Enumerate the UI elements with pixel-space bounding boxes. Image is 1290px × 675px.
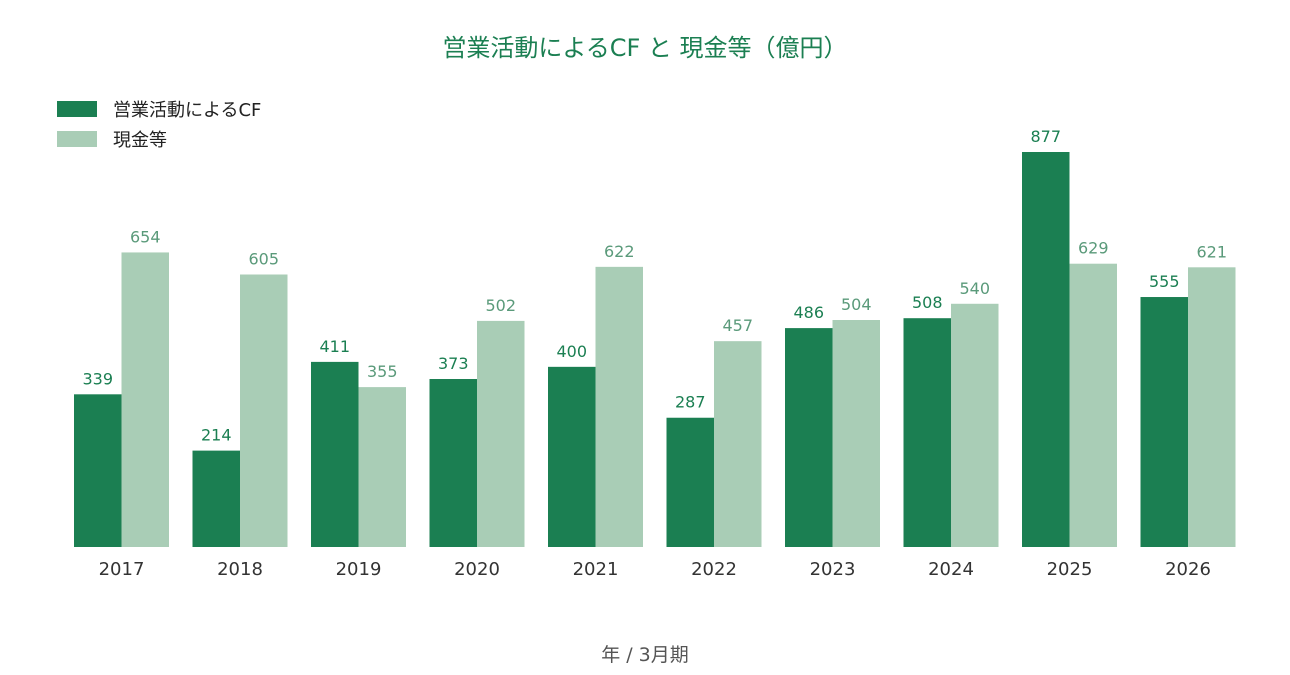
data-label-operating-cf-2024: 508 <box>912 293 943 312</box>
data-label-cash-2018: 605 <box>248 250 279 269</box>
legend-swatch-cash <box>57 131 97 147</box>
bar-operating-cf-2023 <box>785 328 833 547</box>
data-label-operating-cf-2023: 486 <box>793 303 824 322</box>
bar-operating-cf-2022 <box>666 417 714 547</box>
x-tick-label-2019: 2019 <box>336 559 382 580</box>
bar-cash-2024 <box>951 303 999 547</box>
data-label-cash-2017: 654 <box>130 227 161 246</box>
bar-cash-2018 <box>240 274 288 547</box>
legend-label-cash: 現金等 <box>113 130 167 151</box>
bar-cash-2025 <box>1069 263 1117 547</box>
bar-cash-2017 <box>121 252 169 547</box>
x-tick-label-2018: 2018 <box>217 559 263 580</box>
x-tick-label-2020: 2020 <box>454 559 500 580</box>
x-axis-label: 年 / 3月期 <box>601 644 689 666</box>
legend-item-operating-cf: 営業活動によるCF <box>57 94 261 124</box>
data-label-cash-2019: 355 <box>367 362 398 381</box>
data-label-operating-cf-2017: 339 <box>82 369 113 388</box>
bar-cash-2022 <box>714 341 762 547</box>
data-label-operating-cf-2026: 555 <box>1149 272 1180 291</box>
x-tick-label-2023: 2023 <box>810 559 856 580</box>
x-tick-label-2025: 2025 <box>1047 559 1093 580</box>
bar-operating-cf-2026 <box>1140 297 1188 547</box>
bar-operating-cf-2020 <box>429 379 477 547</box>
data-label-cash-2026: 621 <box>1196 242 1227 261</box>
bar-cash-2026 <box>1188 267 1236 547</box>
bar-operating-cf-2021 <box>548 366 596 547</box>
data-label-operating-cf-2022: 287 <box>675 393 706 412</box>
x-tick-label-2017: 2017 <box>99 559 145 580</box>
legend-label-operating-cf: 営業活動によるCF <box>113 100 262 121</box>
data-label-cash-2024: 540 <box>959 279 990 298</box>
bar-operating-cf-2024 <box>903 318 951 547</box>
data-label-operating-cf-2019: 411 <box>319 337 350 356</box>
bar-cash-2021 <box>595 266 643 547</box>
x-tick-label-2021: 2021 <box>573 559 619 580</box>
legend-item-cash: 現金等 <box>57 124 261 154</box>
bar-operating-cf-2017 <box>74 394 122 547</box>
legend-swatch-operating-cf <box>57 101 97 117</box>
data-label-operating-cf-2021: 400 <box>556 342 587 361</box>
data-label-cash-2025: 629 <box>1078 239 1109 258</box>
legend: 営業活動によるCF 現金等 <box>57 94 261 154</box>
bar-cash-2023 <box>832 319 880 547</box>
x-tick-label-2024: 2024 <box>928 559 974 580</box>
x-tick-label-2022: 2022 <box>691 559 737 580</box>
data-label-cash-2022: 457 <box>722 316 753 335</box>
data-label-cash-2021: 622 <box>604 242 635 261</box>
data-label-operating-cf-2025: 877 <box>1030 127 1061 146</box>
bar-cash-2020 <box>477 320 525 547</box>
chart-title: 営業活動によるCF と 現金等（億円） <box>442 34 848 62</box>
bar-cash-2019 <box>358 387 406 547</box>
data-label-operating-cf-2018: 214 <box>201 426 232 445</box>
data-label-cash-2020: 502 <box>485 296 516 315</box>
bar-operating-cf-2025 <box>1022 152 1070 547</box>
bar-operating-cf-2018 <box>192 450 240 547</box>
data-label-cash-2023: 504 <box>841 295 872 314</box>
x-tick-label-2026: 2026 <box>1165 559 1211 580</box>
bar-operating-cf-2019 <box>311 361 359 547</box>
data-label-operating-cf-2020: 373 <box>438 354 469 373</box>
